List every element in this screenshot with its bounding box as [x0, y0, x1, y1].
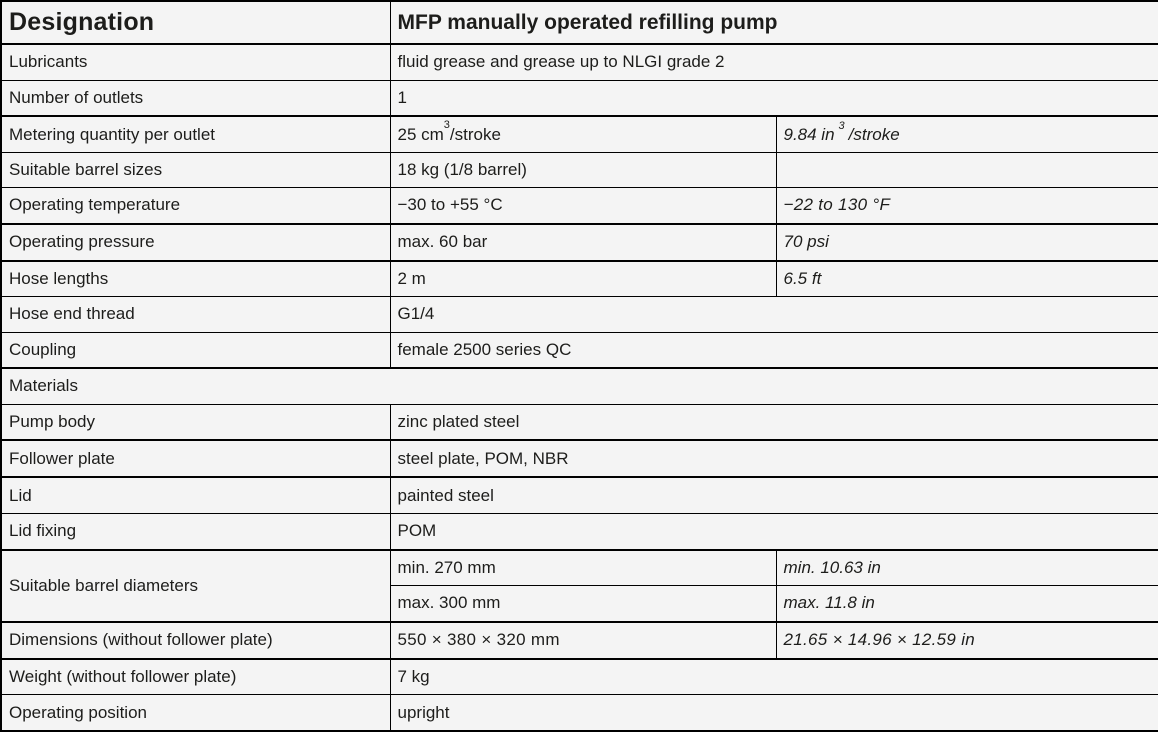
row-lid-value: painted steel [389, 476, 1158, 514]
row-weight-label: Weight (without follower plate) [0, 658, 391, 696]
row-outlets-label: Number of outlets [0, 79, 391, 118]
row-hose-lengths-metric: 2 m [389, 260, 777, 298]
barrel-diameters-max-imperial: max. 11.8 in [775, 585, 1158, 623]
row-hose-lengths-label: Hose lengths [0, 260, 391, 298]
row-hose-lengths-imperial: 6.5 ft [775, 260, 1158, 298]
row-dimensions-imperial: 21.65 × 14.96 × 12.59 in [775, 621, 1158, 660]
row-coupling-label: Coupling [0, 331, 391, 370]
row-position-label: Operating position [0, 694, 391, 732]
row-barrel-sizes-label: Suitable barrel sizes [0, 151, 391, 189]
row-pump-body: Pump body zinc plated steel [0, 403, 1158, 442]
row-pressure: Operating pressure max. 60 bar 70 psi [0, 223, 1158, 262]
header-product-title: MFP manually operated refilling pump [389, 0, 1158, 45]
metering-imperial-superscript: 3 [838, 119, 845, 132]
row-temperature: Operating temperature −30 to +55 °C −22 … [0, 187, 1158, 225]
metering-imperial-unit: /stroke [848, 124, 900, 144]
row-lubricants-label: Lubricants [0, 43, 391, 81]
row-weight: Weight (without follower plate) 7 kg [0, 658, 1158, 696]
row-lid-fixing: Lid fixing POM [0, 512, 1158, 551]
row-lid-label: Lid [0, 476, 391, 514]
barrel-diameters-min-metric: min. 270 mm [389, 549, 777, 587]
row-follower-plate-value: steel plate, POM, NBR [389, 439, 1158, 479]
row-hose-end-thread-label: Hose end thread [0, 296, 391, 333]
metering-metric-superscript: 3 [443, 118, 450, 131]
row-temperature-label: Operating temperature [0, 187, 391, 225]
row-barrel-sizes-metric: 18 kg (1/8 barrel) [389, 151, 777, 189]
row-lubricants-value: fluid grease and grease up to NLGI grade… [389, 43, 1158, 81]
row-pressure-imperial: 70 psi [775, 223, 1158, 262]
row-pump-body-value: zinc plated steel [389, 403, 1158, 442]
row-metering: Metering quantity per outlet 25 cm3/stro… [0, 115, 1158, 153]
metering-metric-value: 25 cm [397, 124, 444, 144]
row-position-value: upright [389, 694, 1158, 732]
row-barrel-diameters-max: max. 300 mm max. 11.8 in [1, 585, 1158, 623]
row-follower-plate-label: Follower plate [0, 439, 391, 479]
row-metering-label: Metering quantity per outlet [0, 115, 391, 153]
row-lid-fixing-value: POM [389, 512, 1158, 551]
row-barrel-diameters-min: Suitable barrel diameters min. 270 mm mi… [0, 549, 1158, 623]
header-row: Designation MFP manually operated refill… [0, 0, 1158, 45]
row-coupling: Coupling female 2500 series QC [0, 331, 1158, 370]
row-hose-lengths: Hose lengths 2 m 6.5 ft [0, 260, 1158, 298]
row-temperature-imperial: −22 to 130 °F [775, 187, 1158, 225]
row-position: Operating position upright [0, 694, 1158, 732]
row-temperature-metric: −30 to +55 °C [389, 187, 777, 225]
row-barrel-sizes: Suitable barrel sizes 18 kg (1/8 barrel) [0, 151, 1158, 189]
metering-imperial-value: 9.84 in [783, 124, 835, 144]
row-lubricants: Lubricants fluid grease and grease up to… [0, 43, 1158, 81]
row-materials-section: Materials [0, 367, 1158, 405]
row-hose-end-thread: Hose end thread G1/4 [0, 296, 1158, 333]
materials-section-label: Materials [0, 367, 1158, 405]
row-outlets-value: 1 [389, 79, 1158, 118]
barrel-diameters-min-imperial: min. 10.63 in [775, 549, 1158, 587]
row-pressure-label: Operating pressure [0, 223, 391, 262]
row-lid: Lid painted steel [0, 476, 1158, 514]
row-lid-fixing-label: Lid fixing [0, 512, 391, 551]
metering-metric-unit: /stroke [449, 124, 501, 144]
row-coupling-value: female 2500 series QC [389, 331, 1158, 370]
row-hose-end-thread-value: G1/4 [389, 296, 1158, 333]
barrel-diameters-max-metric: max. 300 mm [389, 585, 777, 623]
row-pump-body-label: Pump body [0, 403, 391, 442]
row-barrel-sizes-imperial [775, 151, 1158, 189]
row-metering-imperial: 9.84 in 3/stroke [775, 115, 1158, 153]
header-designation: Designation [0, 0, 391, 45]
row-outlets: Number of outlets 1 [0, 79, 1158, 118]
row-barrel-diameters-label: Suitable barrel diameters [0, 549, 391, 623]
row-weight-value: 7 kg [389, 658, 1158, 696]
row-follower-plate: Follower plate steel plate, POM, NBR [0, 439, 1158, 479]
row-dimensions-label: Dimensions (without follower plate) [0, 621, 391, 660]
row-pressure-metric: max. 60 bar [389, 223, 777, 262]
row-dimensions: Dimensions (without follower plate) 550 … [0, 621, 1158, 660]
row-dimensions-metric: 550 × 380 × 320 mm [389, 621, 777, 660]
row-metering-metric: 25 cm3/stroke [389, 115, 777, 153]
